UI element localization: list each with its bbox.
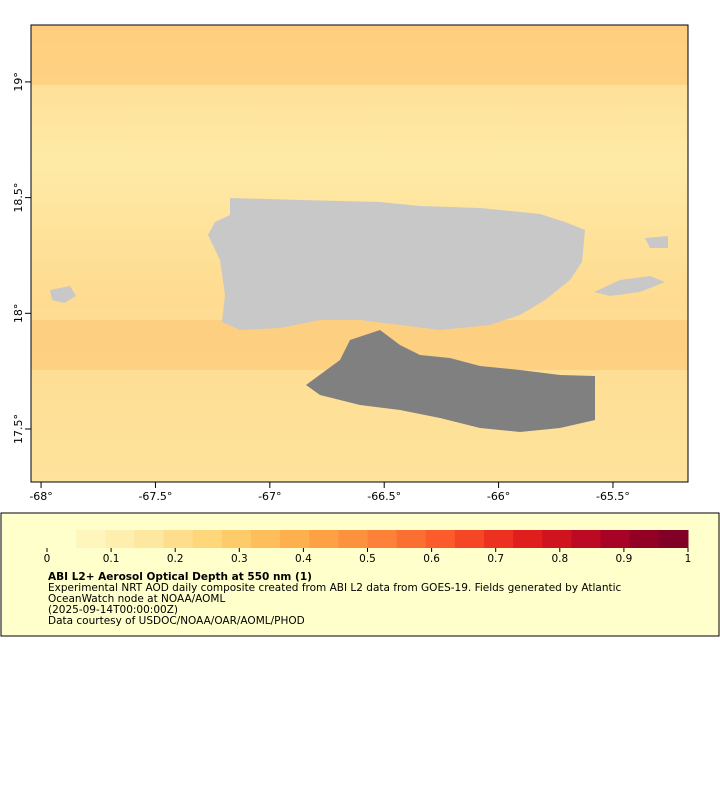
colorbar-swatch	[513, 530, 543, 548]
colorbar-swatch	[454, 530, 485, 548]
colorbar-swatch	[250, 530, 281, 548]
colorbar-tick-label: 0.9	[616, 553, 633, 565]
island-puerto-rico	[208, 198, 585, 330]
aod-field-north	[31, 25, 688, 85]
colorbar-tick-label: 1	[685, 553, 692, 565]
colorbar-tick-label: 0.4	[295, 553, 312, 565]
colorbar-swatch	[47, 530, 77, 548]
legend-line: (2025-09-14T00:00:00Z)	[48, 604, 178, 616]
colorbar-swatch	[221, 530, 252, 548]
y-tick-label: 18°	[12, 304, 25, 324]
y-tick-label: 19°	[12, 72, 25, 92]
colorbar-swatch	[600, 530, 631, 548]
colorbar-tick-label: 0.8	[551, 553, 568, 565]
colorbar-tick-label: 0.2	[167, 553, 184, 565]
colorbar-tick-label: 0	[44, 553, 51, 565]
x-tick-label: -66.5°	[367, 490, 401, 503]
legend-line: OceanWatch node at NOAA/AOML	[48, 593, 225, 605]
x-tick-label: -66°	[487, 490, 510, 503]
colorbar-swatch	[396, 530, 427, 548]
colorbar-swatch	[76, 530, 106, 548]
colorbar-swatch	[280, 530, 310, 548]
x-tick-label: -65.5°	[596, 490, 630, 503]
map-frame	[30, 24, 689, 483]
colorbar-swatch	[367, 530, 398, 548]
colorbar-swatch	[163, 530, 194, 548]
y-tick-label: 17.5°	[12, 414, 25, 444]
colorbar-swatch	[571, 530, 602, 548]
colorbar-swatch	[105, 530, 135, 548]
island-mona	[50, 286, 76, 303]
colorbar-swatch	[484, 530, 514, 548]
island-vieques	[594, 276, 665, 296]
y-tick-label: 18.5°	[12, 183, 25, 213]
legend-line: Data courtesy of USDOC/NOAA/OAR/AOML/PHO…	[48, 615, 305, 627]
colorbar-tick-label: 0.3	[231, 553, 248, 565]
colorbar-tick-label: 0.1	[103, 553, 120, 565]
colorbar-swatch	[134, 530, 165, 548]
x-tick-label: -68°	[29, 490, 52, 503]
x-tick-label: -67°	[258, 490, 281, 503]
legend-title: ABI L2+ Aerosol Optical Depth at 550 nm …	[48, 571, 312, 583]
colorbar-swatch	[425, 530, 456, 548]
colorbar-swatch	[338, 530, 368, 548]
colorbar-swatch	[542, 530, 572, 548]
colorbar-swatch	[629, 530, 660, 548]
x-tick-label: -67.5°	[138, 490, 172, 503]
colorbar-tick-label: 0.7	[487, 553, 504, 565]
colorbar-tick-label: 0.6	[423, 553, 440, 565]
colorbar-swatch	[658, 530, 689, 548]
colorbar-swatch	[192, 530, 223, 548]
legend-line: Experimental NRT AOD daily composite cre…	[48, 582, 622, 594]
island-culebra	[645, 236, 668, 248]
colorbar-swatch	[309, 530, 339, 548]
map	[30, 24, 689, 483]
no-data	[306, 330, 595, 432]
colorbar-tick-label: 0.5	[359, 553, 376, 565]
